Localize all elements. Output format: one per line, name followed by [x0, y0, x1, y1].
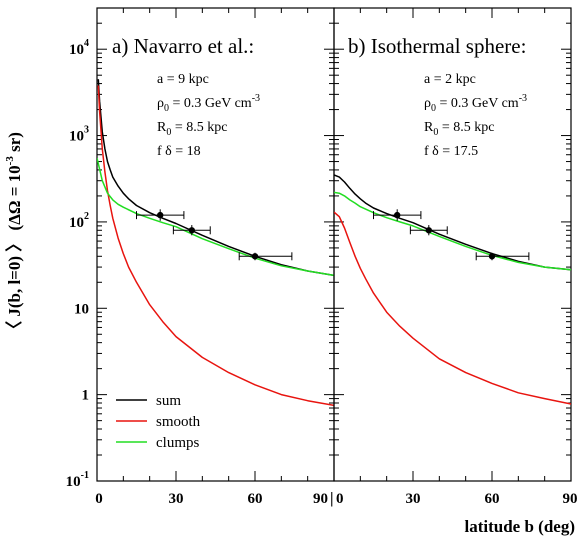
- x-tick-label: 30: [169, 491, 184, 507]
- legend-label-smooth: smooth: [156, 414, 201, 430]
- x-tick-label: 0: [95, 491, 103, 507]
- param-b-scale: a = 2 kpc: [424, 72, 476, 87]
- data-point-b-1: [373, 209, 422, 221]
- panel-divider-glyph: |: [330, 490, 334, 507]
- data-point-a-2: [172, 225, 211, 236]
- plot-area-a: [97, 79, 334, 407]
- y-tick-label: 103: [69, 125, 89, 145]
- panel-b-title: b) Isothermal sphere:: [348, 34, 526, 58]
- x-tick-labels: 0 30 60 90 0 30 60 90: [95, 491, 577, 507]
- param-a-scale: a = 9 kpc: [157, 72, 209, 87]
- param-a-rho: ρ0 = 0.3 GeV cm-3: [157, 93, 260, 114]
- series-clumps-line-a: [97, 157, 334, 277]
- series-clumps-line-b: [334, 191, 571, 271]
- y-tick-label: 1: [82, 388, 90, 404]
- y-tick-label: 10-1: [66, 470, 89, 490]
- x-tick-label: 90: [563, 491, 578, 507]
- plot-area-b: [334, 174, 571, 405]
- y-tick-label: 102: [69, 211, 89, 231]
- series-smooth-line-a: [97, 85, 334, 407]
- param-a-fdelta: f δ = 18: [157, 144, 201, 159]
- legend-label-clumps: clumps: [156, 435, 199, 451]
- legend: sum smooth clumps: [116, 393, 201, 451]
- data-point-marker: [488, 253, 496, 260]
- data-point-marker: [425, 227, 432, 234]
- y-tick-labels: 10-1 1 10 102 103 104: [66, 38, 89, 490]
- data-point-a-1: [136, 209, 185, 221]
- legend-label-sum: sum: [156, 393, 181, 409]
- x-tick-label: 60: [485, 491, 500, 507]
- x-axis-label: latitude b (deg): [465, 517, 576, 536]
- y-tick-label: 10: [74, 301, 89, 317]
- panel-a-params: a = 9 kpc ρ0 = 0.3 GeV cm-3 R0 = 8.5 kpc…: [157, 72, 260, 159]
- data-point-marker: [188, 227, 195, 234]
- param-a-r0: R0 = 8.5 kpc: [157, 120, 227, 138]
- y-axis-label: 〈 J(b, l=0) 〉 (ΔΩ = 10-3 sr): [4, 132, 24, 338]
- y-tick-label: 104: [69, 38, 89, 58]
- x-tick-label: 0: [336, 491, 344, 507]
- data-point-b-3: [475, 252, 530, 261]
- panel-navarro: a) Navarro et al.: a = 9 kpc ρ0 = 0.3 Ge…: [96, 7, 335, 482]
- data-point-marker: [394, 211, 401, 219]
- panel-b-params: a = 2 kpc ρ0 = 0.3 GeV cm-3 R0 = 8.5 kpc…: [424, 72, 527, 159]
- param-b-r0: R0 = 8.5 kpc: [424, 120, 494, 138]
- panel-isothermal: b) Isothermal sphere: a = 2 kpc ρ0 = 0.3…: [333, 7, 572, 482]
- x-tick-label: 90: [313, 491, 328, 507]
- x-tick-label: 60: [248, 491, 263, 507]
- series-sum-line-a: [97, 79, 334, 277]
- plot-frame-b: [333, 7, 572, 482]
- series-smooth-line-b: [334, 211, 571, 405]
- param-b-rho: ρ0 = 0.3 GeV cm-3: [424, 93, 527, 114]
- data-point-marker: [251, 253, 259, 260]
- panel-a-title: a) Navarro et al.:: [112, 34, 254, 58]
- data-point-marker: [157, 211, 164, 219]
- data-point-a-3: [238, 252, 293, 261]
- data-point-b-2: [409, 225, 448, 236]
- param-b-fdelta: f δ = 17.5: [424, 144, 478, 159]
- x-tick-label: 30: [406, 491, 421, 507]
